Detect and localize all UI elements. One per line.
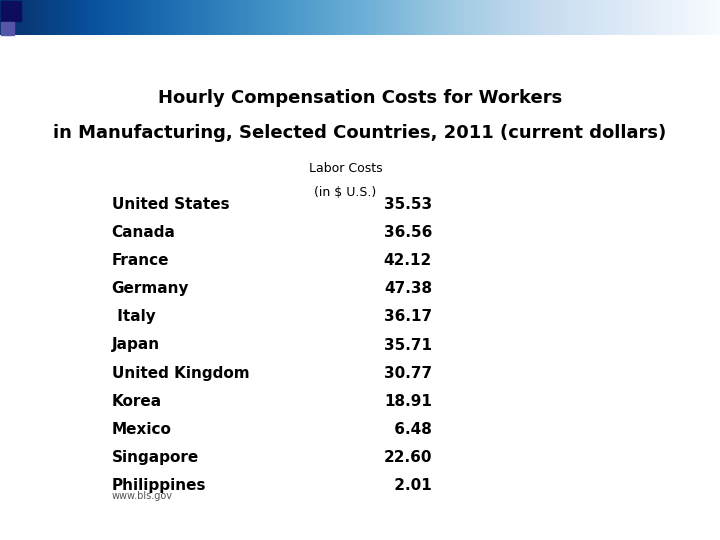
Text: Japan: Japan <box>112 338 160 353</box>
Text: 47.38: 47.38 <box>384 281 432 296</box>
Text: France: France <box>112 253 169 268</box>
Text: Mexico: Mexico <box>112 422 171 437</box>
Text: Philippines: Philippines <box>112 478 206 493</box>
Text: Singapore: Singapore <box>112 450 199 465</box>
Text: 36.56: 36.56 <box>384 225 432 240</box>
Text: 35.71: 35.71 <box>384 338 432 353</box>
Text: 35.53: 35.53 <box>384 197 432 212</box>
Text: (in $ U.S.): (in $ U.S.) <box>315 186 377 199</box>
Text: 2.01: 2.01 <box>390 478 432 493</box>
Text: Labor Costs: Labor Costs <box>309 162 382 175</box>
Text: Hourly Compensation Costs for Workers: Hourly Compensation Costs for Workers <box>158 89 562 107</box>
Text: www.bls.gov: www.bls.gov <box>112 491 173 502</box>
Text: 30.77: 30.77 <box>384 366 432 381</box>
Text: 18.91: 18.91 <box>384 394 432 409</box>
Text: 42.12: 42.12 <box>384 253 432 268</box>
Text: Germany: Germany <box>112 281 189 296</box>
Text: in Manufacturing, Selected Countries, 2011 (current dollars): in Manufacturing, Selected Countries, 20… <box>53 124 667 142</box>
Text: 36.17: 36.17 <box>384 309 432 325</box>
Text: 22.60: 22.60 <box>384 450 432 465</box>
Text: United Kingdom: United Kingdom <box>112 366 249 381</box>
Text: United States: United States <box>112 197 229 212</box>
Text: 6.48: 6.48 <box>389 422 432 437</box>
Text: Korea: Korea <box>112 394 162 409</box>
Text: Canada: Canada <box>112 225 176 240</box>
Text: Italy: Italy <box>112 309 156 325</box>
